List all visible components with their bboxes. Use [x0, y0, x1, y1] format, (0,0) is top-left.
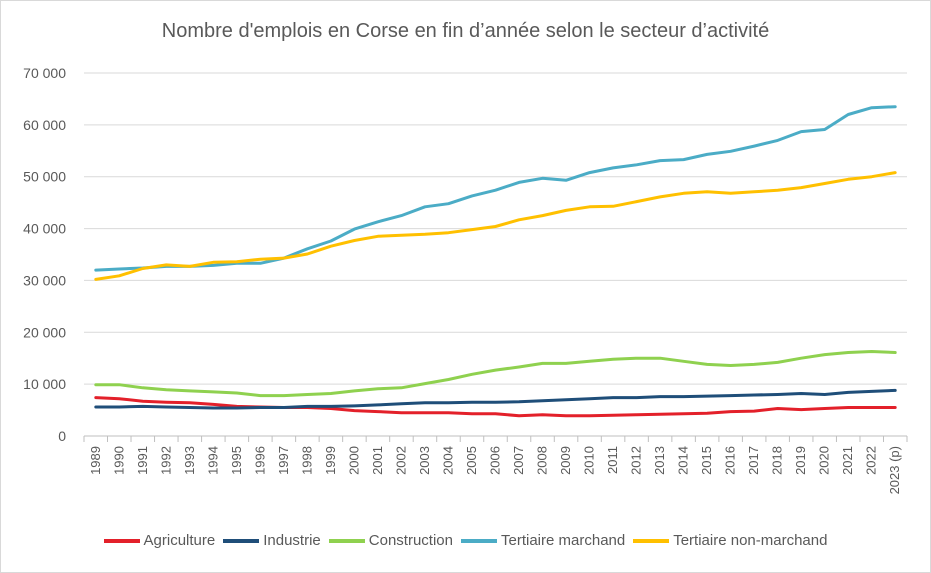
x-tick-label: 2013 — [652, 446, 667, 475]
series-lines — [94, 105, 897, 418]
x-tick-label: 2001 — [370, 446, 385, 475]
legend-label: Tertiaire non-marchand — [673, 532, 828, 549]
series-line-tertiaire-marchand — [94, 105, 897, 272]
series-line-agriculture — [94, 396, 897, 418]
y-tick-label: 20 000 — [23, 324, 66, 340]
legend-label: Agriculture — [143, 532, 216, 549]
x-tick-label: 2023 (p) — [887, 446, 902, 494]
legend-swatch — [328, 538, 365, 543]
y-axis-ticks: 0 10 000 20 000 30 000 40 000 50 000 60 000 70 … — [23, 65, 66, 444]
y-tick-label: 30 000 — [23, 272, 66, 288]
legend-item: Industrie — [223, 532, 321, 549]
x-tick-label: 1995 — [229, 446, 244, 475]
y-tick-label: 10 000 — [23, 376, 66, 392]
x-tick-label: 1998 — [299, 446, 314, 475]
x-tick-label: 2015 — [699, 446, 714, 475]
x-axis-ticks: 1989 1990 1991 1992 1993 1994 1995 1996 1997 1998… — [88, 446, 902, 494]
x-tick-label: 1999 — [323, 446, 338, 475]
x-tick-label: 2011 — [605, 446, 620, 474]
x-tick-label: 1989 — [88, 446, 103, 475]
x-tick-label: 2002 — [393, 446, 408, 475]
x-tick-label: 2022 — [864, 446, 879, 475]
series-line-tertiaire-non-marchand — [94, 171, 897, 281]
y-tick-label: 60 000 — [23, 117, 66, 133]
legend-item: Construction — [328, 532, 453, 549]
legend: Agriculture Industrie Construction Tertiair… — [0, 532, 931, 549]
x-tick-label: 2009 — [558, 446, 573, 475]
legend-item: Tertiaire non-marchand — [633, 532, 827, 549]
y-tick-label: 70 000 — [23, 65, 66, 81]
legend-swatch — [103, 538, 140, 543]
x-tick-label: 1997 — [276, 446, 291, 475]
chart-title: Nombre d'emplois en Corse en fin d’année… — [161, 20, 770, 42]
y-tick-label: 0 — [58, 428, 66, 444]
x-tick-label: 2018 — [770, 446, 785, 475]
x-tick-label: 2016 — [723, 446, 738, 475]
x-tick-label: 1994 — [205, 446, 220, 475]
legend-item: Agriculture — [103, 532, 216, 549]
x-tick-label: 2021 — [840, 446, 855, 475]
x-tick-label: 1992 — [158, 446, 173, 475]
x-tick-label: 2006 — [488, 446, 503, 475]
legend-item: Tertiaire marchand — [461, 532, 625, 549]
x-tick-label: 2008 — [535, 446, 550, 475]
series-line-construction — [94, 350, 897, 398]
legend-label: Industrie — [263, 532, 321, 549]
legend-swatch — [633, 538, 670, 543]
legend-label: Construction — [368, 532, 453, 549]
x-tick-label: 2017 — [746, 446, 761, 475]
series-line-industrie — [94, 388, 897, 410]
x-tick-label: 1996 — [252, 446, 267, 475]
legend-label: Tertiaire marchand — [501, 532, 626, 549]
x-tick-label: 1991 — [135, 446, 150, 475]
x-tick-label: 2020 — [817, 446, 832, 475]
legend-swatch — [461, 538, 497, 543]
x-tick-label: 2007 — [511, 446, 526, 475]
gridlines — [84, 72, 907, 385]
x-tick-label: 1993 — [182, 446, 197, 475]
legend-swatch — [223, 538, 260, 543]
x-tick-label: 2003 — [417, 446, 432, 475]
x-tick-label: 2000 — [346, 446, 361, 475]
y-tick-label: 40 000 — [23, 221, 66, 237]
x-tick-label: 2010 — [582, 446, 597, 475]
x-tick-label: 2012 — [629, 446, 644, 475]
x-tick-label: 2005 — [464, 446, 479, 475]
y-tick-label: 50 000 — [23, 169, 66, 185]
x-tick-label: 2019 — [793, 446, 808, 475]
x-tick-label: 2014 — [676, 446, 691, 475]
axes — [83, 435, 908, 442]
x-tick-label: 2004 — [440, 446, 455, 475]
x-tick-label: 1990 — [111, 446, 126, 475]
